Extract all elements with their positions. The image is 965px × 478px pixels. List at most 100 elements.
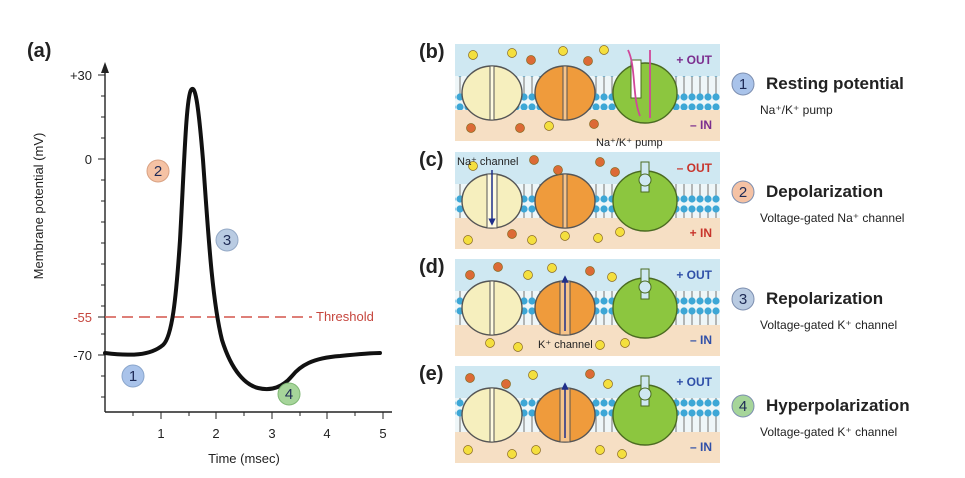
panel-label-a: (a) bbox=[27, 40, 51, 62]
sodium-ion bbox=[595, 340, 605, 350]
sodium-ion bbox=[513, 342, 523, 352]
phase-badge: 3 bbox=[731, 287, 755, 311]
sodium-ion bbox=[607, 272, 617, 282]
potassium-ion bbox=[493, 262, 503, 272]
membrane-panel-b: (b) + OUT – IN Na⁺/K⁺ pump 1 Resting potentia… bbox=[419, 41, 904, 149]
sodium-ion bbox=[507, 48, 517, 58]
y-tick-label: +30 bbox=[70, 68, 92, 83]
channel-label: K⁺ channel bbox=[538, 339, 593, 351]
in-label: – IN bbox=[690, 333, 712, 347]
phase-subtitle: Voltage-gated Na⁺ channel bbox=[760, 211, 904, 225]
in-label: – IN bbox=[690, 118, 712, 132]
membrane-panel-d: (d) + OUT – IN K⁺ channel 3 Repolarization Vol… bbox=[419, 256, 897, 356]
y-tick-label: -55 bbox=[73, 310, 92, 325]
x-tick-label: 4 bbox=[323, 426, 330, 441]
channel-label: Na⁺/K⁺ pump bbox=[596, 137, 663, 149]
sodium-ion bbox=[463, 445, 473, 455]
phase-badge-number: 1 bbox=[739, 76, 747, 93]
phase-badge-number: 2 bbox=[739, 184, 747, 201]
panel-label: (e) bbox=[419, 363, 443, 385]
potassium-ion bbox=[465, 373, 475, 383]
phase-subtitle: Voltage-gated K⁺ channel bbox=[760, 425, 897, 439]
potassium-ion bbox=[526, 55, 536, 65]
phase-title: Repolarization bbox=[766, 289, 883, 308]
membrane-panel-e: (e) + OUT – IN 4 Hyperpolarization Voltage-ga… bbox=[419, 363, 910, 463]
k-channel bbox=[534, 65, 596, 121]
svg-text:2: 2 bbox=[154, 163, 162, 180]
sodium-ion bbox=[527, 235, 537, 245]
graph-badge-1: 1 bbox=[121, 364, 145, 388]
x-tick-label: 3 bbox=[268, 426, 275, 441]
membrane-panel-c: (c) – OUT + IN Na⁺ channel 2 Depolarization Vo… bbox=[419, 149, 904, 249]
phase-badge-number: 3 bbox=[739, 291, 747, 308]
potassium-ion bbox=[529, 155, 539, 165]
sodium-ion bbox=[507, 449, 517, 459]
graph-badge-2: 2 bbox=[146, 159, 170, 183]
out-label: + OUT bbox=[676, 53, 712, 67]
sodium-ion bbox=[463, 235, 473, 245]
na-channel bbox=[461, 387, 523, 443]
phase-title: Depolarization bbox=[766, 182, 883, 201]
x-tick-label: 2 bbox=[212, 426, 219, 441]
action-potential-curve bbox=[103, 86, 382, 392]
na-k-pump bbox=[612, 375, 678, 446]
out-label: + OUT bbox=[676, 375, 712, 389]
phase-title: Resting potential bbox=[766, 74, 904, 93]
y-tick-label: -70 bbox=[73, 348, 92, 363]
panel-label: (c) bbox=[419, 149, 443, 171]
membrane-panels: (b) + OUT – IN Na⁺/K⁺ pump 1 Resting potentia… bbox=[419, 41, 910, 463]
sodium-ion bbox=[468, 50, 478, 60]
phase-title: Hyperpolarization bbox=[766, 396, 910, 415]
potassium-ion bbox=[585, 266, 595, 276]
threshold-label: Threshold bbox=[316, 309, 374, 324]
sodium-ion bbox=[485, 338, 495, 348]
sodium-ion bbox=[523, 270, 533, 280]
potassium-ion bbox=[515, 123, 525, 133]
phase-badge: 1 bbox=[731, 72, 755, 96]
sodium-ion bbox=[560, 231, 570, 241]
na-channel bbox=[461, 280, 523, 336]
x-tick-label: 5 bbox=[379, 426, 386, 441]
na-k-pump bbox=[612, 49, 678, 124]
na-k-pump bbox=[612, 161, 678, 232]
sodium-ion bbox=[468, 161, 478, 171]
potassium-ion bbox=[585, 369, 595, 379]
sodium-ion bbox=[617, 449, 627, 459]
x-tick-label: 1 bbox=[157, 426, 164, 441]
graph-badge-4: 4 bbox=[277, 382, 301, 406]
sodium-ion bbox=[558, 46, 568, 56]
panel-label: (d) bbox=[419, 256, 445, 278]
phase-subtitle: Voltage-gated K⁺ channel bbox=[760, 318, 897, 332]
sodium-ion bbox=[528, 370, 538, 380]
in-label: + IN bbox=[690, 226, 712, 240]
y-axis-arrowhead bbox=[101, 62, 109, 73]
potassium-ion bbox=[589, 119, 599, 129]
sodium-ion bbox=[593, 233, 603, 243]
x-axis-label: Time (msec) bbox=[208, 451, 280, 466]
in-label: – IN bbox=[690, 440, 712, 454]
phase-badge: 2 bbox=[731, 180, 755, 204]
potassium-ion bbox=[583, 56, 593, 66]
sodium-ion bbox=[620, 338, 630, 348]
channel-label: Na⁺ channel bbox=[457, 156, 518, 168]
svg-text:4: 4 bbox=[285, 386, 293, 403]
na-k-pump bbox=[612, 268, 678, 339]
sodium-ion bbox=[615, 227, 625, 237]
phase-subtitle: Na⁺/K⁺ pump bbox=[760, 103, 833, 117]
membrane-potential-graph: (a) +30 0 -55 -70 bbox=[27, 40, 392, 466]
potassium-ion bbox=[610, 167, 620, 177]
svg-text:3: 3 bbox=[223, 232, 231, 249]
panel-label: (b) bbox=[419, 41, 445, 63]
out-label: – OUT bbox=[677, 161, 713, 175]
graph-badge-3: 3 bbox=[215, 228, 239, 252]
y-tick-label: 0 bbox=[85, 152, 92, 167]
sodium-ion bbox=[544, 121, 554, 131]
sodium-ion bbox=[547, 263, 557, 273]
svg-text:1: 1 bbox=[129, 368, 137, 385]
out-label: + OUT bbox=[676, 268, 712, 282]
potassium-ion bbox=[595, 157, 605, 167]
k-channel bbox=[534, 173, 596, 229]
potassium-ion bbox=[466, 123, 476, 133]
potassium-ion bbox=[507, 229, 517, 239]
